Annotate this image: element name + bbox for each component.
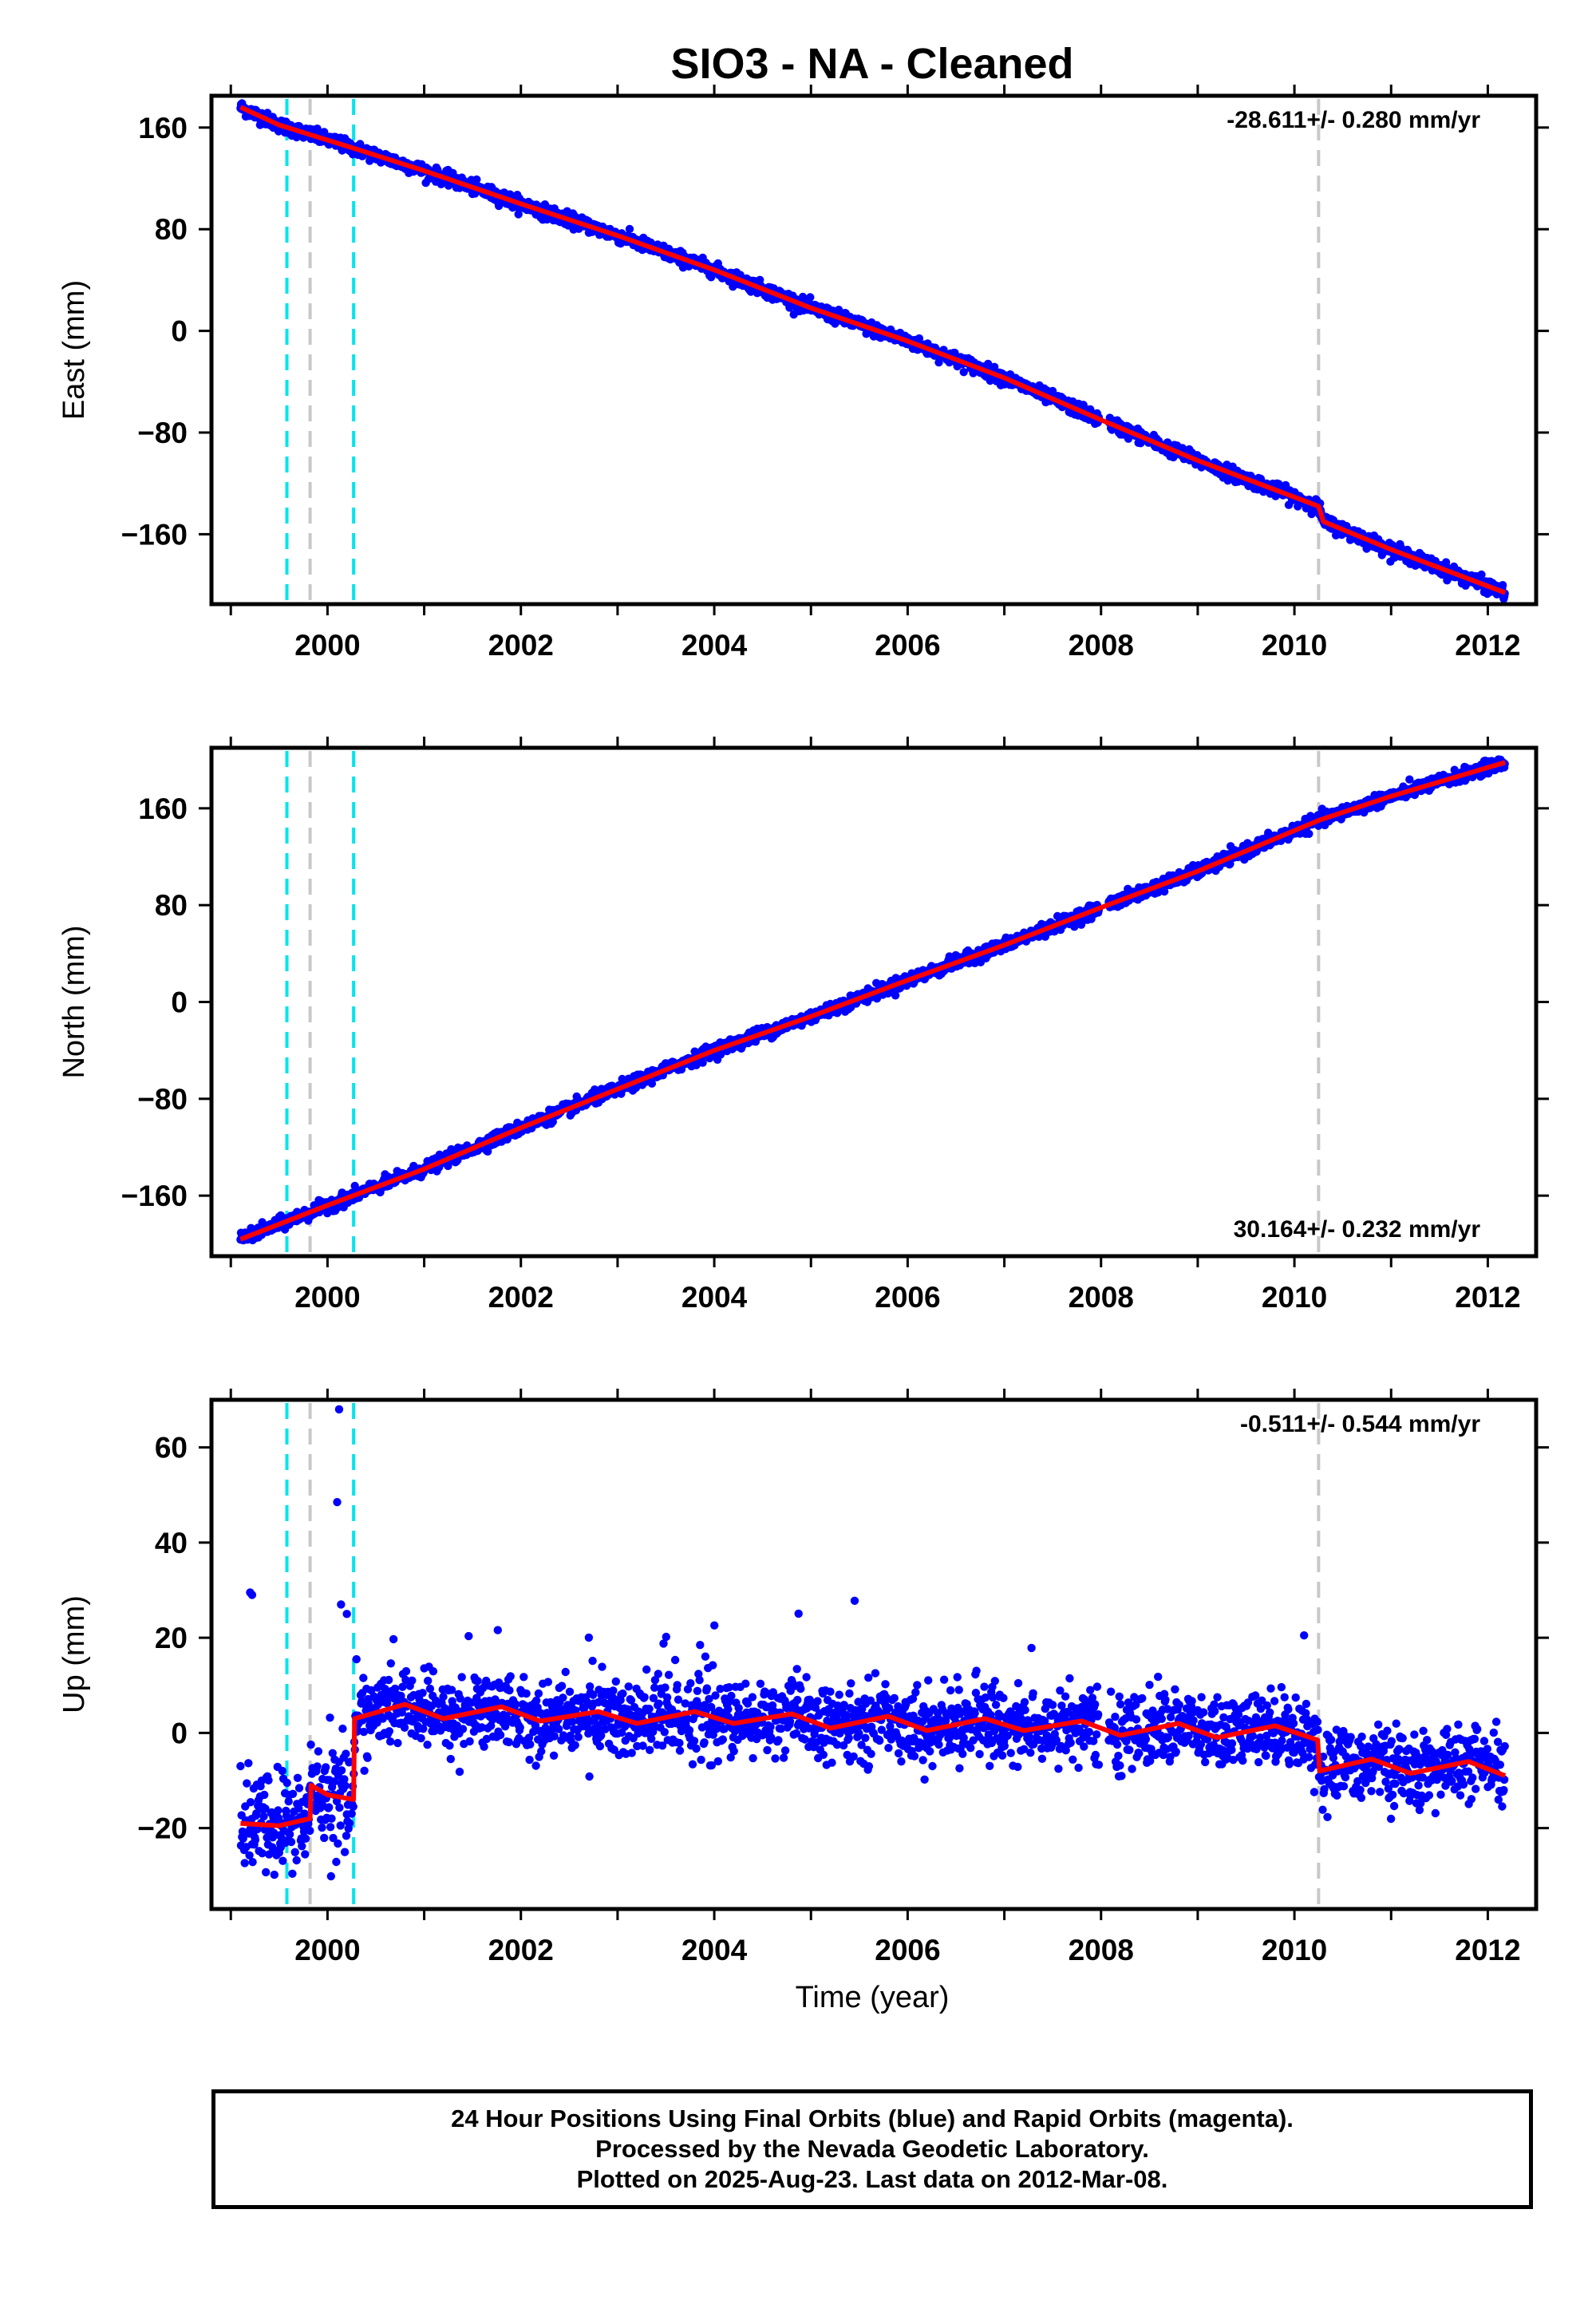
north-data-point: [484, 1147, 492, 1156]
north-model-line: [239, 760, 1507, 1242]
north-y-tick-label: −80: [137, 1083, 188, 1116]
up-data-point: [294, 1804, 303, 1813]
up-data-point: [246, 1798, 255, 1807]
east-x-tick-label: 2010: [1262, 629, 1327, 662]
up-data-point: [240, 1859, 249, 1867]
up-data-point: [298, 1842, 306, 1851]
east-y-axis-label: East (mm): [57, 280, 91, 420]
up-data-point: [288, 1869, 297, 1878]
up-data-point: [262, 1867, 271, 1877]
east-plot-frame: [209, 93, 1539, 607]
east-x-tick-label: 2002: [488, 629, 554, 662]
east-y-tick-label: 160: [138, 112, 188, 144]
up-data-point: [251, 1836, 260, 1844]
up-data-point: [274, 1806, 282, 1815]
up-data-point: [264, 1776, 273, 1784]
chart-title: SIO3 - NA - Cleaned: [670, 40, 1073, 88]
east-x-tick-label: 2008: [1069, 629, 1134, 662]
north-data-point: [891, 991, 900, 1000]
north-data-point: [1305, 829, 1314, 839]
east-data-point: [625, 224, 634, 234]
east-y-tick-label: −80: [137, 417, 188, 449]
up-data-point: [290, 1848, 299, 1856]
north-y-tick-label: 160: [138, 792, 188, 825]
north-y-tick-label: −160: [121, 1180, 188, 1212]
up-data-point: [285, 1830, 294, 1839]
east-data-point: [806, 293, 815, 302]
east-x-tick-label: 2004: [681, 629, 748, 662]
east-x-tick-label: 2000: [294, 629, 360, 662]
east-data-point: [959, 368, 968, 377]
up-data-point: [301, 1834, 310, 1843]
north-data-point: [1405, 775, 1414, 784]
east-x-tick-label: 2006: [875, 629, 940, 662]
north-x-tick-label: 2002: [488, 1281, 554, 1314]
up-data-point: [294, 1784, 304, 1792]
east-y-tick-label: 0: [171, 315, 188, 348]
east-y-tick-label: 80: [155, 213, 188, 246]
east-rate-label: -28.611+/- 0.280 mm/yr: [1227, 107, 1480, 133]
north-panel: 2000 2002 2004 2006 2008 2010 2012 160 80 0 −80 −16…: [57, 737, 1549, 1314]
up-data-point: [279, 1856, 287, 1865]
east-data-point: [514, 210, 523, 219]
up-data-point: [260, 1790, 269, 1800]
up-data-point: [286, 1837, 296, 1847]
east-y-tick-label: −160: [121, 518, 188, 551]
panels-layer: 2000 2002 2004 2006 2008 2010 2012 160 80 0 −80 −16…: [57, 85, 1549, 1966]
east-panel: 2000 2002 2004 2006 2008 2010 2012 160 80 0 −80 −16…: [57, 85, 1549, 662]
up-data-point: [301, 1850, 310, 1859]
up-data-point: [284, 1797, 293, 1806]
north-data-point: [698, 1058, 707, 1067]
north-y-tick-label: 80: [155, 889, 188, 922]
north-x-tick-label: 2008: [1069, 1281, 1134, 1314]
east-data-point: [1477, 570, 1486, 579]
north-x-tick-label: 2004: [681, 1281, 748, 1314]
east-model-line: [239, 105, 1507, 595]
up-data-point: [245, 1851, 254, 1860]
up-data-point: [258, 1849, 267, 1858]
up-data-point: [282, 1778, 291, 1788]
up-data-point: [236, 1761, 245, 1771]
up-data-point: [261, 1804, 270, 1813]
east-data-point: [1498, 581, 1507, 590]
north-y-tick-label: 0: [171, 986, 188, 1019]
up-data-point: [239, 1834, 247, 1843]
up-panel: 2000 2002 2004 2006 2008 2010 20126040200−20Up…: [57, 1389, 1549, 1966]
north-x-tick-label: 2010: [1262, 1281, 1327, 1314]
up-data-point: [244, 1759, 253, 1768]
up-data-point: [293, 1773, 302, 1782]
up-data-point: [252, 1809, 261, 1818]
east-observations: [236, 99, 1509, 603]
north-rate-label: 30.164+/- 0.232 mm/yr: [1234, 1216, 1481, 1243]
east-x-tick-label: 2012: [1455, 629, 1520, 662]
up-data-point: [265, 1850, 274, 1859]
north-x-tick-label: 2012: [1455, 1281, 1520, 1314]
north-y-axis-label: North (mm): [57, 925, 91, 1078]
east-data-point: [472, 175, 481, 184]
up-data-point: [259, 1812, 268, 1821]
up-data-point: [243, 1779, 251, 1788]
up-data-point: [278, 1766, 286, 1776]
up-data-point: [292, 1856, 301, 1865]
up-data-point: [274, 1814, 283, 1823]
up-data-point: [253, 1824, 262, 1834]
up-data-point: [288, 1789, 298, 1798]
up-data-point: [248, 1858, 257, 1867]
north-x-tick-label: 2000: [294, 1281, 360, 1314]
up-data-point: [270, 1870, 279, 1879]
north-x-tick-label: 2006: [875, 1281, 940, 1314]
up-observations: [236, 1405, 1509, 1881]
